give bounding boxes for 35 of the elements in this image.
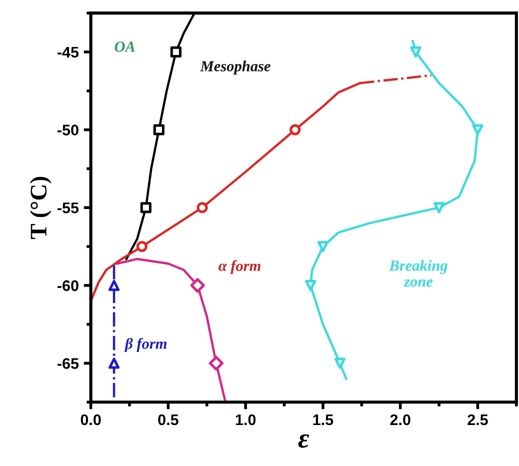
- point: [136, 240, 148, 252]
- x-tick-label: 0.5: [158, 414, 178, 426]
- y-tick-label: -50: [58, 124, 78, 136]
- point: [208, 356, 224, 371]
- annotation: Breaking zone: [389, 260, 448, 287]
- x-axis-title: ε: [298, 434, 310, 448]
- annotation: β form: [124, 338, 167, 352]
- x-tick-label: 1.0: [236, 414, 256, 426]
- y-tick-label: -60: [58, 280, 78, 292]
- point: [140, 202, 152, 214]
- point: [472, 124, 484, 136]
- point: [305, 280, 316, 291]
- annotation: OA: [114, 42, 135, 52]
- point: [170, 46, 182, 58]
- point: [290, 124, 301, 136]
- annotation: α form: [218, 260, 260, 274]
- point: [153, 124, 164, 136]
- point: [190, 278, 205, 293]
- point: [108, 358, 120, 369]
- x-tick-label: 0.0: [80, 414, 101, 426]
- y-tick-label: -55: [58, 202, 79, 214]
- point: [196, 202, 208, 214]
- point: [433, 202, 445, 214]
- x-tick-label: 2.0: [390, 414, 410, 426]
- x-tick-label: 2.5: [468, 414, 488, 426]
- annotation: Mesophase: [200, 60, 270, 74]
- point: [410, 46, 422, 58]
- x-tick-label: 1.5: [313, 414, 334, 426]
- point: [108, 280, 120, 291]
- y-tick-label: -45: [58, 46, 79, 58]
- line-series: [116, 258, 227, 402]
- point: [334, 358, 346, 369]
- point: [317, 240, 328, 252]
- y-tick-label: -65: [58, 358, 79, 369]
- y-axis-title: T (°C): [30, 176, 52, 239]
